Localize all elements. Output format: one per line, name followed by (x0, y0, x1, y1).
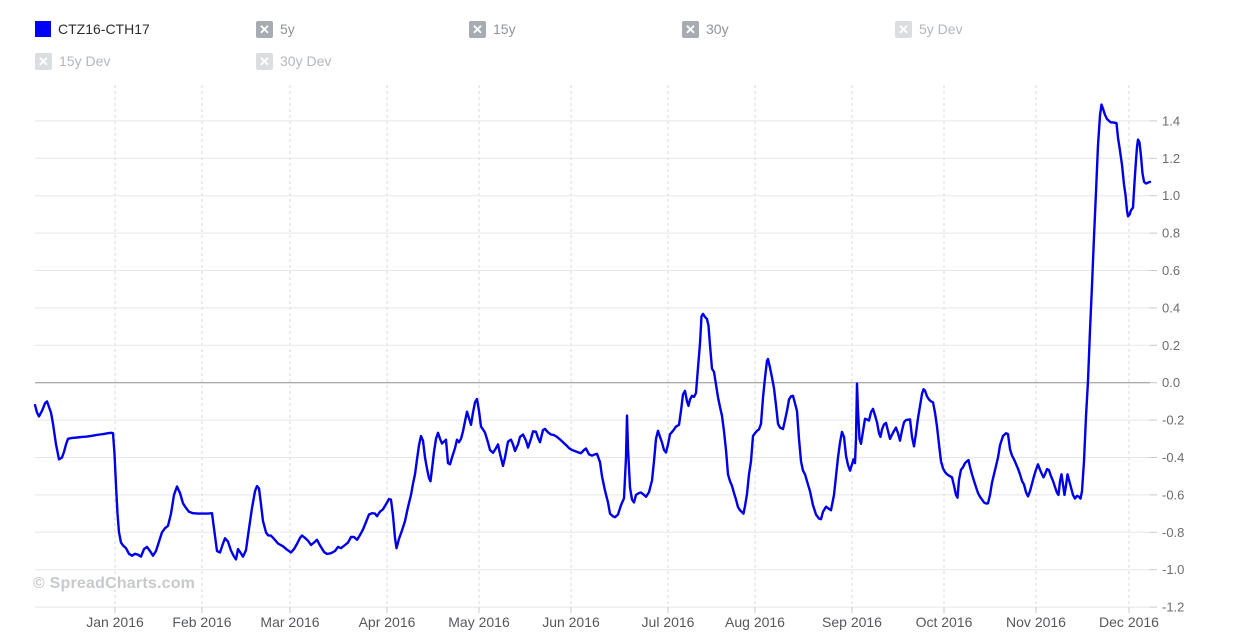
checkbox-crossed-icon[interactable]: ✕ (895, 20, 912, 38)
legend-item-15y-dev[interactable]: ✕ 15y Dev (35, 52, 110, 70)
checkbox-crossed-icon[interactable]: ✕ (256, 20, 273, 38)
x-axis-label: Sep 2016 (822, 614, 882, 630)
x-axis-label: Jan 2016 (86, 614, 144, 630)
legend-item-5y[interactable]: ✕ 5y (256, 20, 295, 38)
checkbox-crossed-icon[interactable]: ✕ (682, 20, 699, 38)
x-axis-label: Aug 2016 (725, 614, 785, 630)
legend-item-30y-dev[interactable]: ✕ 30y Dev (256, 52, 331, 70)
y-axis-label: -0.4 (1162, 450, 1184, 465)
axis-ticks (114, 120, 1157, 614)
y-axis-label: -1.2 (1162, 600, 1184, 615)
series-line-ctz16-cth17[interactable] (33, 103, 1152, 561)
y-axis-label: 1.4 (1162, 113, 1180, 128)
cross-glyph: ✕ (685, 21, 696, 37)
legend-item-label: 15y (493, 21, 516, 37)
y-axis-label: 1.0 (1162, 188, 1180, 203)
cross-glyph: ✕ (259, 53, 270, 69)
x-axis-label: Jul 2016 (642, 614, 695, 630)
x-axis-label: Oct 2016 (916, 614, 973, 630)
gridlines (35, 85, 1150, 608)
y-axis-label: -0.2 (1162, 413, 1184, 428)
x-axis-label: Mar 2016 (260, 614, 319, 630)
legend-item-label: 15y Dev (59, 53, 111, 69)
legend-item-ctz16-cth17[interactable]: CTZ16-CTH17 (35, 20, 150, 38)
x-axis-label: Apr 2016 (359, 614, 416, 630)
y-axis-label: 0.0 (1162, 375, 1180, 390)
y-axis-label: 0.4 (1162, 300, 1180, 315)
x-axis-label: Feb 2016 (172, 614, 231, 630)
legend-item-label: 5y Dev (919, 21, 963, 37)
y-axis-label: 1.2 (1162, 151, 1180, 166)
legend-item-label: 30y (706, 21, 729, 37)
legend-item-15y[interactable]: ✕ 15y (469, 20, 516, 38)
x-axis-label: May 2016 (448, 614, 510, 630)
chart-legend: CTZ16-CTH17 ✕ 5y ✕ 15y ✕ 30y ✕ 5y Dev ✕ … (0, 0, 1234, 80)
cross-glyph: ✕ (472, 21, 483, 37)
legend-series-label: CTZ16-CTH17 (58, 21, 150, 37)
legend-item-label: 30y Dev (280, 53, 332, 69)
x-axis-label: Jun 2016 (542, 614, 600, 630)
y-axis-label: -0.6 (1162, 487, 1184, 502)
x-axis-label: Dec 2016 (1099, 614, 1159, 630)
y-axis-label: 0.2 (1162, 338, 1180, 353)
cross-glyph: ✕ (38, 53, 49, 69)
legend-item-5y-dev[interactable]: ✕ 5y Dev (895, 20, 963, 38)
axis-labels: Jan 2016 Feb 2016 Mar 2016 Apr 2016 May 2016… (86, 113, 1184, 630)
y-axis-label: 0.8 (1162, 226, 1180, 241)
legend-item-30y[interactable]: ✕ 30y (682, 20, 729, 38)
checkbox-crossed-icon[interactable]: ✕ (256, 52, 273, 70)
x-axis-label: Nov 2016 (1006, 614, 1066, 630)
spreadcharts-watermark: © SpreadCharts.com (33, 575, 196, 592)
cross-glyph: ✕ (898, 21, 909, 37)
y-axis-label: -0.8 (1162, 525, 1184, 540)
checkbox-crossed-icon[interactable]: ✕ (469, 20, 486, 38)
legend-item-label: 5y (280, 21, 295, 37)
y-axis-label: 0.6 (1162, 263, 1180, 278)
cross-glyph: ✕ (259, 21, 270, 37)
series-color-swatch (35, 21, 51, 37)
checkbox-crossed-icon[interactable]: ✕ (35, 52, 52, 70)
y-axis-label: -1.0 (1162, 562, 1184, 577)
